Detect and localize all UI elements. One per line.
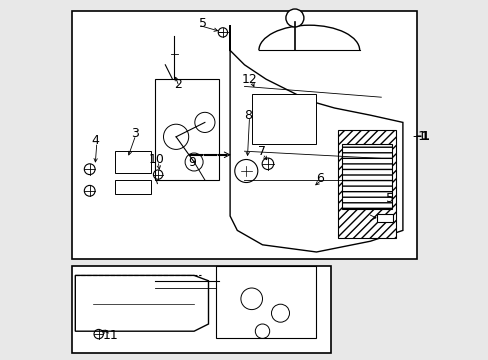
Text: –1: –1 [411,130,426,143]
Bar [72,266,330,353]
Text: 10: 10 [148,153,164,166]
Bar [376,214,392,222]
Bar [72,11,416,259]
Bar [154,79,219,180]
Circle shape [285,9,303,27]
Text: 3: 3 [130,127,139,140]
Text: 6: 6 [316,172,324,185]
Bar [115,180,151,194]
Text: 11: 11 [102,329,118,342]
Bar [251,94,316,144]
Text: –1: –1 [415,130,429,143]
Text: 4: 4 [91,134,99,147]
Bar [341,144,391,209]
Text: 12: 12 [242,73,257,86]
Text: 2: 2 [174,78,182,91]
Bar [337,130,395,238]
Bar [115,151,151,173]
Text: 5: 5 [386,192,393,205]
Polygon shape [230,25,402,252]
Text: 9: 9 [188,156,196,169]
Text: 8: 8 [244,109,252,122]
Text: 5: 5 [199,17,207,30]
Bar [215,266,316,338]
Text: 7: 7 [257,145,265,158]
Polygon shape [75,275,208,331]
